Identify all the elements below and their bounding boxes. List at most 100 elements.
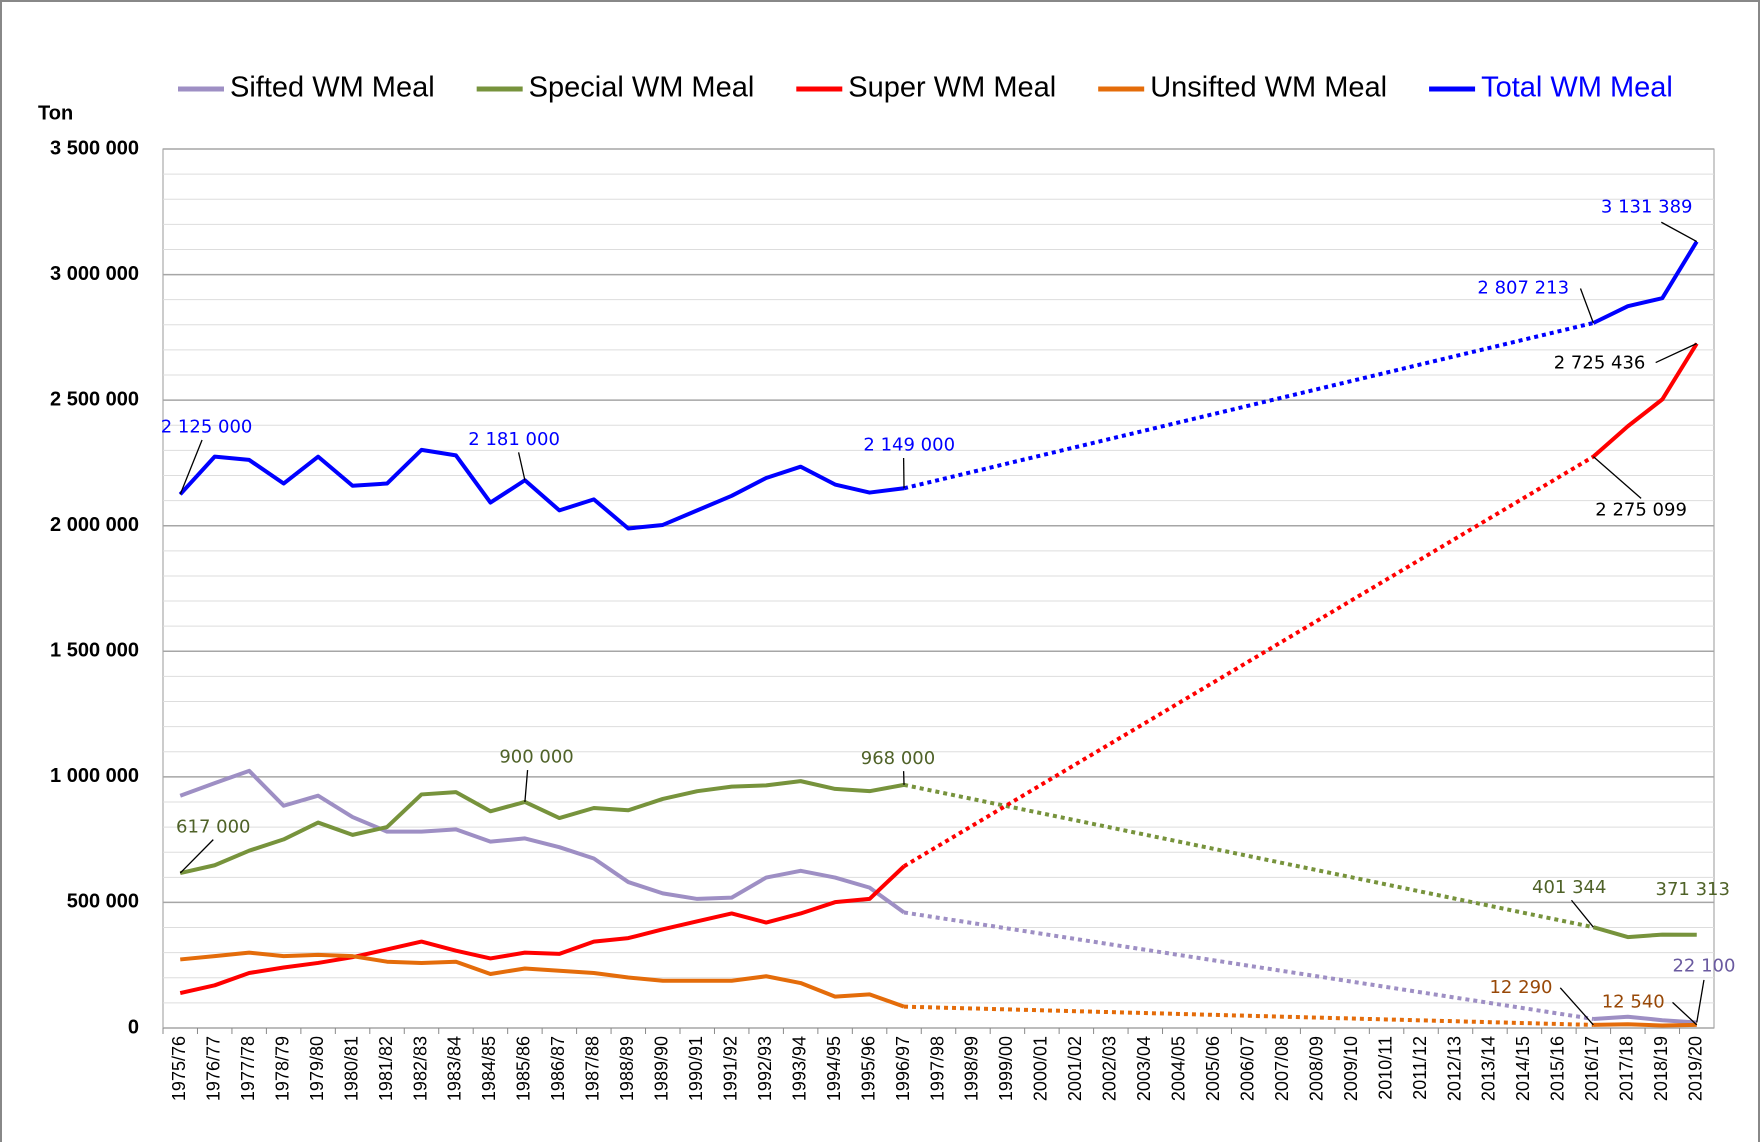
x-tick-label: 1982/83 — [410, 1036, 430, 1101]
x-tick-label: 2018/19 — [1651, 1036, 1671, 1101]
x-tick-label: 2001/02 — [1065, 1036, 1085, 1101]
series-line — [178, 447, 905, 531]
data-label: 968 000 — [861, 748, 935, 769]
series-line — [179, 779, 905, 875]
leader-line — [1655, 342, 1698, 364]
x-tick-label: 2014/15 — [1513, 1036, 1533, 1101]
x-tick-label: 1999/00 — [996, 1036, 1016, 1101]
x-tick-label: 1977/78 — [238, 1036, 258, 1101]
series-line — [1593, 1014, 1697, 1025]
x-tick-label: 1994/95 — [824, 1036, 844, 1101]
gap-connector — [903, 454, 1595, 868]
data-label: 2 275 099 — [1595, 500, 1687, 521]
data-label: 2 125 000 — [161, 417, 253, 438]
x-tick-label: 2013/14 — [1479, 1036, 1499, 1101]
y-tick-label: 500 000 — [67, 891, 139, 913]
x-tick-label: 1997/98 — [927, 1036, 947, 1101]
x-tick-label: 2019/20 — [1686, 1036, 1706, 1101]
leader-line — [524, 769, 529, 803]
x-tick-label: 1989/90 — [652, 1036, 672, 1101]
series-line — [179, 864, 906, 996]
x-tick-label: 1998/99 — [962, 1036, 982, 1101]
y-tick-label: 1 500 000 — [50, 640, 139, 662]
x-tick-label: 1975/76 — [169, 1036, 189, 1101]
x-tick-label: 1992/93 — [755, 1036, 775, 1101]
data-label: 2 807 213 — [1477, 277, 1569, 298]
x-tick-label: 1983/84 — [445, 1036, 465, 1101]
data-label: 12 290 — [1489, 977, 1552, 998]
y-tick-label: 3 000 000 — [50, 263, 139, 285]
x-tick-label: 2016/17 — [1582, 1036, 1602, 1101]
x-tick-label: 1993/94 — [789, 1036, 809, 1101]
legend-label: Total WM Meal — [1481, 72, 1673, 104]
leader-line — [1559, 987, 1594, 1026]
legend-label: Unsifted WM Meal — [1150, 72, 1387, 104]
y-tick-label: 0 — [128, 1016, 139, 1038]
x-tick-label: 2006/07 — [1237, 1036, 1257, 1101]
series-line — [179, 768, 906, 915]
x-tick-label: 2017/18 — [1617, 1036, 1637, 1101]
x-tick-label: 2002/03 — [1100, 1036, 1120, 1101]
data-label: 371 313 — [1656, 879, 1730, 900]
x-tick-label: 1988/89 — [617, 1036, 637, 1101]
leader-line — [1570, 899, 1594, 928]
legend-label: Special WM Meal — [529, 72, 755, 104]
x-tick-label: 1987/88 — [583, 1036, 603, 1101]
y-axis-label: Ton — [38, 102, 73, 124]
series-line — [1593, 1022, 1697, 1028]
x-tick-label: 2011/12 — [1410, 1036, 1430, 1100]
x-tick-label: 1990/91 — [686, 1036, 706, 1101]
leader-line — [1696, 979, 1705, 1023]
x-tick-label: 1978/79 — [272, 1036, 292, 1101]
x-tick-label: 1985/86 — [514, 1036, 534, 1101]
y-tick-label: 2 000 000 — [50, 514, 139, 536]
x-tick-label: 2009/10 — [1341, 1036, 1361, 1101]
x-tick-label: 2000/01 — [1031, 1036, 1051, 1101]
data-label: 12 540 — [1602, 991, 1665, 1012]
legend-label: Sifted WM Meal — [230, 72, 435, 104]
leader-line — [1579, 288, 1594, 324]
data-label: 617 000 — [176, 816, 250, 837]
series-line — [1592, 925, 1697, 940]
series-line — [180, 950, 905, 1009]
x-tick-label: 1991/92 — [720, 1036, 740, 1101]
data-label: 2 725 436 — [1554, 353, 1646, 374]
gap-connector — [903, 782, 1594, 930]
leader-line — [179, 839, 214, 874]
plot-area — [162, 148, 1715, 1029]
data-label: 900 000 — [499, 747, 573, 768]
y-tick-label: 1 000 000 — [50, 765, 139, 787]
x-tick-label: 1995/96 — [858, 1036, 878, 1101]
data-label: 401 344 — [1532, 877, 1606, 898]
gap-connector — [903, 1004, 1594, 1027]
leader-line — [517, 452, 526, 481]
leader-line — [179, 439, 203, 495]
x-tick-label: 1980/81 — [341, 1036, 361, 1101]
data-label: 22 100 — [1672, 955, 1735, 976]
data-label: 2 181 000 — [468, 429, 560, 450]
series-line — [1592, 342, 1699, 459]
x-tick-label: 1981/82 — [376, 1036, 396, 1101]
series-line — [1592, 240, 1699, 325]
x-tick-label: 1984/85 — [479, 1036, 499, 1101]
leader-line — [1660, 221, 1698, 243]
x-tick-label: 2015/16 — [1548, 1036, 1568, 1101]
x-tick-label: 2007/08 — [1272, 1036, 1292, 1101]
data-label: 2 149 000 — [863, 435, 955, 456]
x-tick-label: 1996/97 — [893, 1036, 913, 1101]
leader-line — [1592, 456, 1642, 499]
x-tick-label: 1986/87 — [548, 1036, 568, 1101]
x-tick-label: 2003/04 — [1134, 1036, 1154, 1101]
data-label: 3 131 389 — [1601, 197, 1693, 218]
x-tick-label: 2012/13 — [1444, 1036, 1464, 1101]
x-tick-label: 2010/11 — [1375, 1036, 1395, 1100]
gap-connector — [903, 321, 1594, 491]
legend-label: Super WM Meal — [848, 72, 1056, 104]
y-tick-label: 2 500 000 — [50, 388, 139, 410]
x-tick-label: 1976/77 — [203, 1036, 223, 1101]
y-tick-label: 3 500 000 — [50, 137, 139, 159]
x-tick-label: 1979/80 — [307, 1036, 327, 1101]
x-tick-label: 2004/05 — [1169, 1036, 1189, 1101]
x-tick-label: 2005/06 — [1203, 1036, 1223, 1101]
